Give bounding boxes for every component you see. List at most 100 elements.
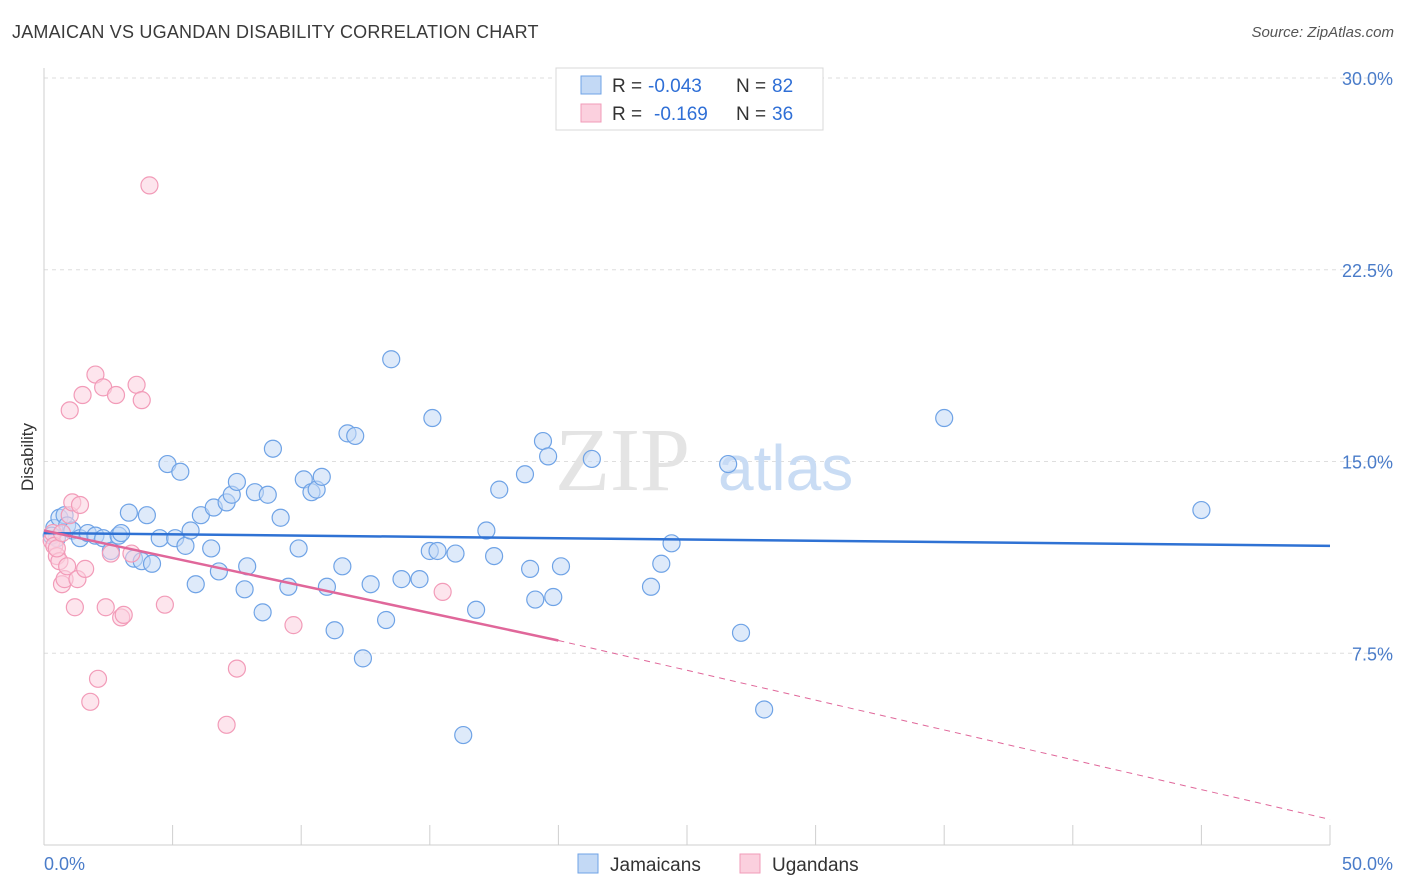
ugandans-point — [433, 582, 452, 601]
jamaicans-point — [361, 575, 380, 594]
jamaicans-point — [582, 449, 601, 469]
ugandans-point — [96, 598, 115, 617]
ugandans-point — [132, 391, 151, 410]
jamaicans-point — [227, 472, 246, 492]
jamaicans-point — [731, 623, 751, 642]
jamaicans-point — [641, 577, 661, 596]
jamaicans-point — [271, 508, 290, 527]
ugandans-point — [73, 385, 92, 405]
legend-r-label-2: R = — [612, 104, 642, 125]
jamaicans-point — [181, 521, 200, 540]
ugandans-point — [88, 669, 108, 688]
jamaicans-point — [137, 506, 156, 525]
y-tick-label: 7.5% — [1352, 644, 1393, 664]
jamaicans-point — [119, 503, 138, 522]
series-legend-swatch-ugandans — [739, 853, 761, 874]
legend-r-label-1: R = — [612, 76, 642, 97]
ugandans-point — [81, 692, 100, 711]
watermark-zip: ZIP — [555, 411, 690, 510]
jamaicans-point — [353, 649, 373, 668]
jamaicans-point — [325, 621, 344, 640]
watermark: ZIP atlas — [555, 411, 853, 510]
jamaicans-point — [289, 539, 308, 558]
jamaicans-point — [662, 534, 681, 553]
ugandans-point — [60, 401, 79, 420]
chart-title: JAMAICAN VS UGANDAN DISABILITY CORRELATI… — [12, 22, 539, 42]
jamaicans-trend-line — [43, 531, 1331, 548]
jamaicans-point — [392, 570, 411, 589]
ugandans-points — [42, 176, 452, 734]
jamaicans-point — [376, 610, 396, 630]
jamaicans-point — [263, 439, 283, 458]
ugandans-point — [76, 559, 95, 578]
jamaicans-point — [935, 408, 954, 428]
jamaicans-point — [485, 546, 504, 566]
jamaicans-point — [1192, 500, 1211, 520]
ugandans-point — [217, 715, 236, 734]
jamaicans-point — [346, 426, 365, 446]
jamaicans-point — [176, 536, 195, 555]
ugandans-point — [65, 598, 84, 617]
y-tick-labels: 7.5% 15.0% 22.5% 30.0% — [1342, 69, 1393, 664]
ugandans-point — [47, 539, 66, 558]
jamaicans-point — [423, 408, 442, 428]
jamaicans-point — [150, 529, 169, 548]
ugandans-point — [127, 375, 146, 394]
jamaicans-point — [477, 521, 496, 540]
legend-n-label-1: N = — [736, 76, 766, 97]
legend-n-value-2: 36 — [772, 104, 793, 125]
jamaicans-point — [454, 725, 473, 745]
ugandans-point — [106, 385, 126, 405]
legend-r-value-2: -0.169 — [654, 104, 708, 125]
y-axis-label: Disability — [18, 422, 37, 491]
ugandans-point — [227, 659, 246, 678]
jamaicans-point — [526, 590, 545, 609]
jamaicans-point — [312, 467, 331, 486]
jamaicans-point — [533, 431, 553, 451]
ugandans-point — [70, 495, 90, 515]
ugandans-point — [140, 176, 159, 195]
jamaicans-point — [186, 575, 205, 594]
watermark-atlas: atlas — [718, 432, 853, 504]
jamaicans-point — [755, 700, 774, 719]
y-tick-label: 15.0% — [1342, 453, 1393, 473]
jamaicans-point — [521, 559, 540, 578]
jamaicans-point — [171, 462, 190, 481]
legend-swatch-jamaicans — [580, 75, 602, 95]
jamaicans-point — [515, 465, 535, 484]
series-legend-swatch-jamaicans — [577, 853, 599, 874]
jamaicans-point — [466, 600, 486, 619]
ugandans-trend-extension — [558, 639, 1331, 820]
x-tick-label-max: 50.0% — [1342, 854, 1393, 874]
jamaicans-point — [382, 350, 401, 369]
jamaicans-point — [652, 554, 671, 573]
jamaicans-point — [410, 570, 429, 589]
source-label: Source: ZipAtlas.com — [1251, 24, 1394, 41]
correlation-legend: R = -0.043 N = 82 R = -0.169 N = 36 — [555, 67, 824, 131]
ugandans-trend-line — [43, 529, 559, 642]
legend-n-label-2: N = — [736, 104, 766, 125]
jamaicans-point — [142, 554, 162, 573]
series-legend-jamaicans: Jamaicans — [610, 855, 701, 876]
legend-r-value-1: -0.043 — [648, 76, 702, 97]
jamaicans-point — [490, 480, 509, 499]
ugandans-point — [101, 544, 120, 563]
jamaicans-point — [428, 541, 447, 561]
legend-swatch-ugandans — [580, 103, 602, 123]
y-tick-label: 22.5% — [1342, 261, 1393, 281]
jamaicans-point — [258, 485, 277, 504]
x-tick-label-min: 0.0% — [44, 854, 85, 874]
ugandans-point — [58, 557, 77, 576]
legend-n-value-1: 82 — [772, 76, 793, 97]
jamaicans-point — [544, 587, 563, 607]
jamaicans-point — [202, 539, 221, 558]
jamaicans-point — [235, 580, 254, 599]
jamaicans-point — [333, 557, 352, 576]
jamaicans-point — [719, 454, 738, 474]
ugandans-point — [114, 605, 133, 625]
y-tick-label: 30.0% — [1342, 69, 1393, 89]
jamaicans-point — [446, 544, 465, 563]
jamaicans-point — [539, 447, 558, 466]
ugandans-point — [284, 616, 303, 635]
